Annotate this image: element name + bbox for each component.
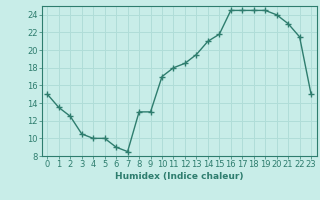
X-axis label: Humidex (Indice chaleur): Humidex (Indice chaleur) xyxy=(115,172,244,181)
